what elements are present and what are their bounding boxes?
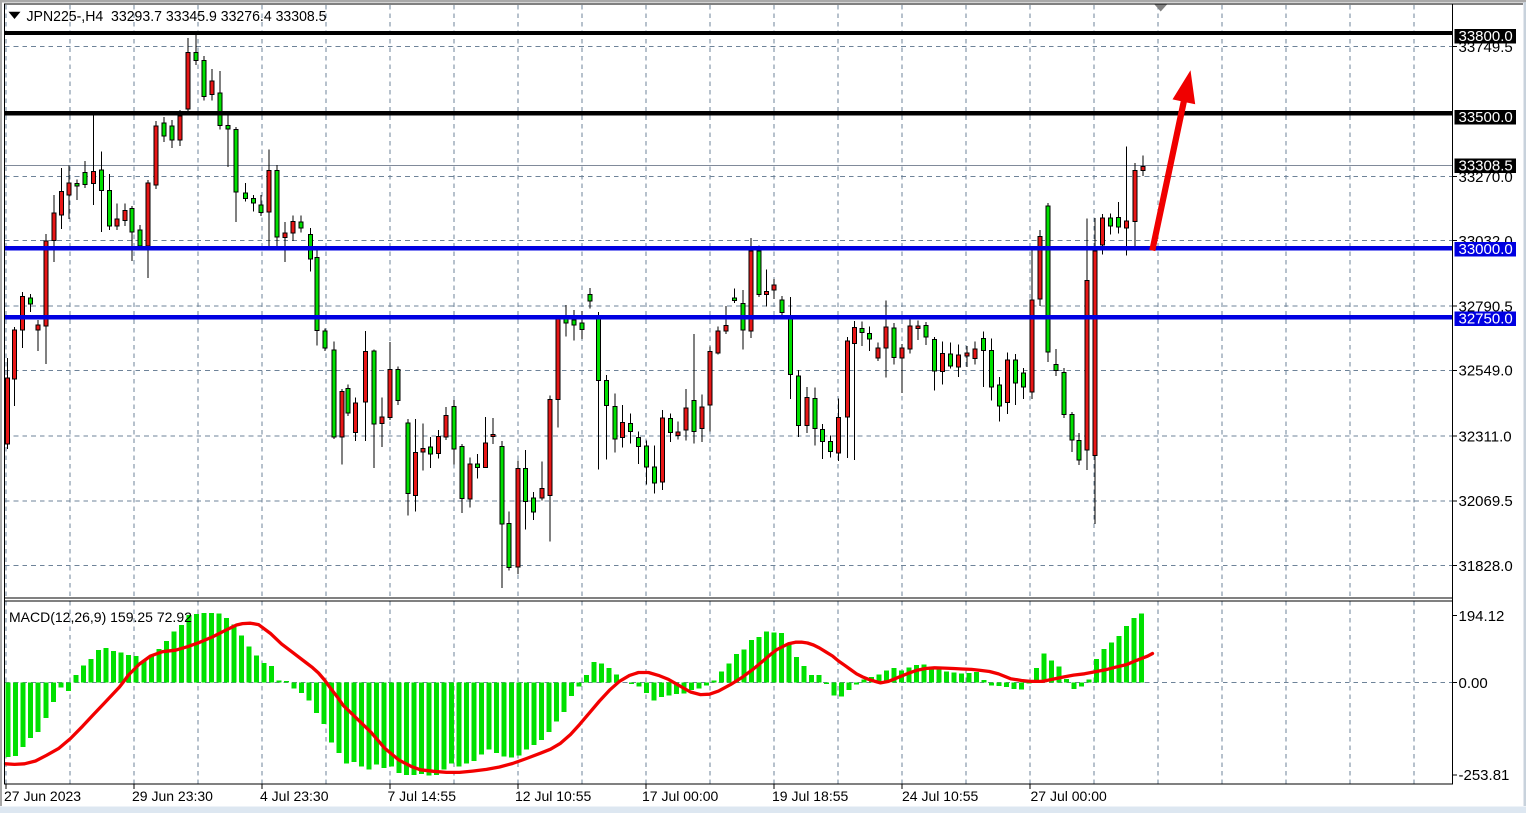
svg-text:27 Jun 2023: 27 Jun 2023 — [4, 788, 81, 804]
svg-text:12 Jul 10:55: 12 Jul 10:55 — [515, 788, 591, 804]
svg-text:32311.0: 32311.0 — [1459, 428, 1512, 445]
svg-text:19 Jul 18:55: 19 Jul 18:55 — [772, 788, 848, 804]
svg-text:31828.0: 31828.0 — [1459, 558, 1513, 575]
svg-text:MACD(12,26,9) 159.25 72.92: MACD(12,26,9) 159.25 72.92 — [9, 609, 192, 625]
svg-text:JPN225-,H4 33293.7 33345.9 33: JPN225-,H4 33293.7 33345.9 33276.4 33308… — [27, 8, 327, 25]
svg-text:24 Jul 10:55: 24 Jul 10:55 — [902, 788, 978, 804]
svg-text:194.12: 194.12 — [1459, 608, 1505, 625]
svg-text:17 Jul 00:00: 17 Jul 00:00 — [642, 788, 718, 804]
svg-text:0.00: 0.00 — [1459, 675, 1488, 692]
svg-text:29 Jun 23:30: 29 Jun 23:30 — [132, 788, 213, 804]
svg-text:33500.0: 33500.0 — [1459, 109, 1513, 126]
svg-text:32750.0: 32750.0 — [1459, 310, 1513, 327]
svg-text:4 Jul 23:30: 4 Jul 23:30 — [260, 788, 329, 804]
svg-text:27 Jul 00:00: 27 Jul 00:00 — [1031, 788, 1107, 804]
svg-text:32549.0: 32549.0 — [1459, 363, 1513, 380]
svg-text:33000.0: 33000.0 — [1459, 241, 1513, 258]
svg-text:33308.5: 33308.5 — [1459, 157, 1513, 174]
svg-text:-253.81: -253.81 — [1459, 767, 1510, 784]
svg-text:32069.5: 32069.5 — [1459, 493, 1513, 510]
svg-text:33800.0: 33800.0 — [1459, 28, 1513, 45]
svg-text:7 Jul 14:55: 7 Jul 14:55 — [388, 788, 457, 804]
